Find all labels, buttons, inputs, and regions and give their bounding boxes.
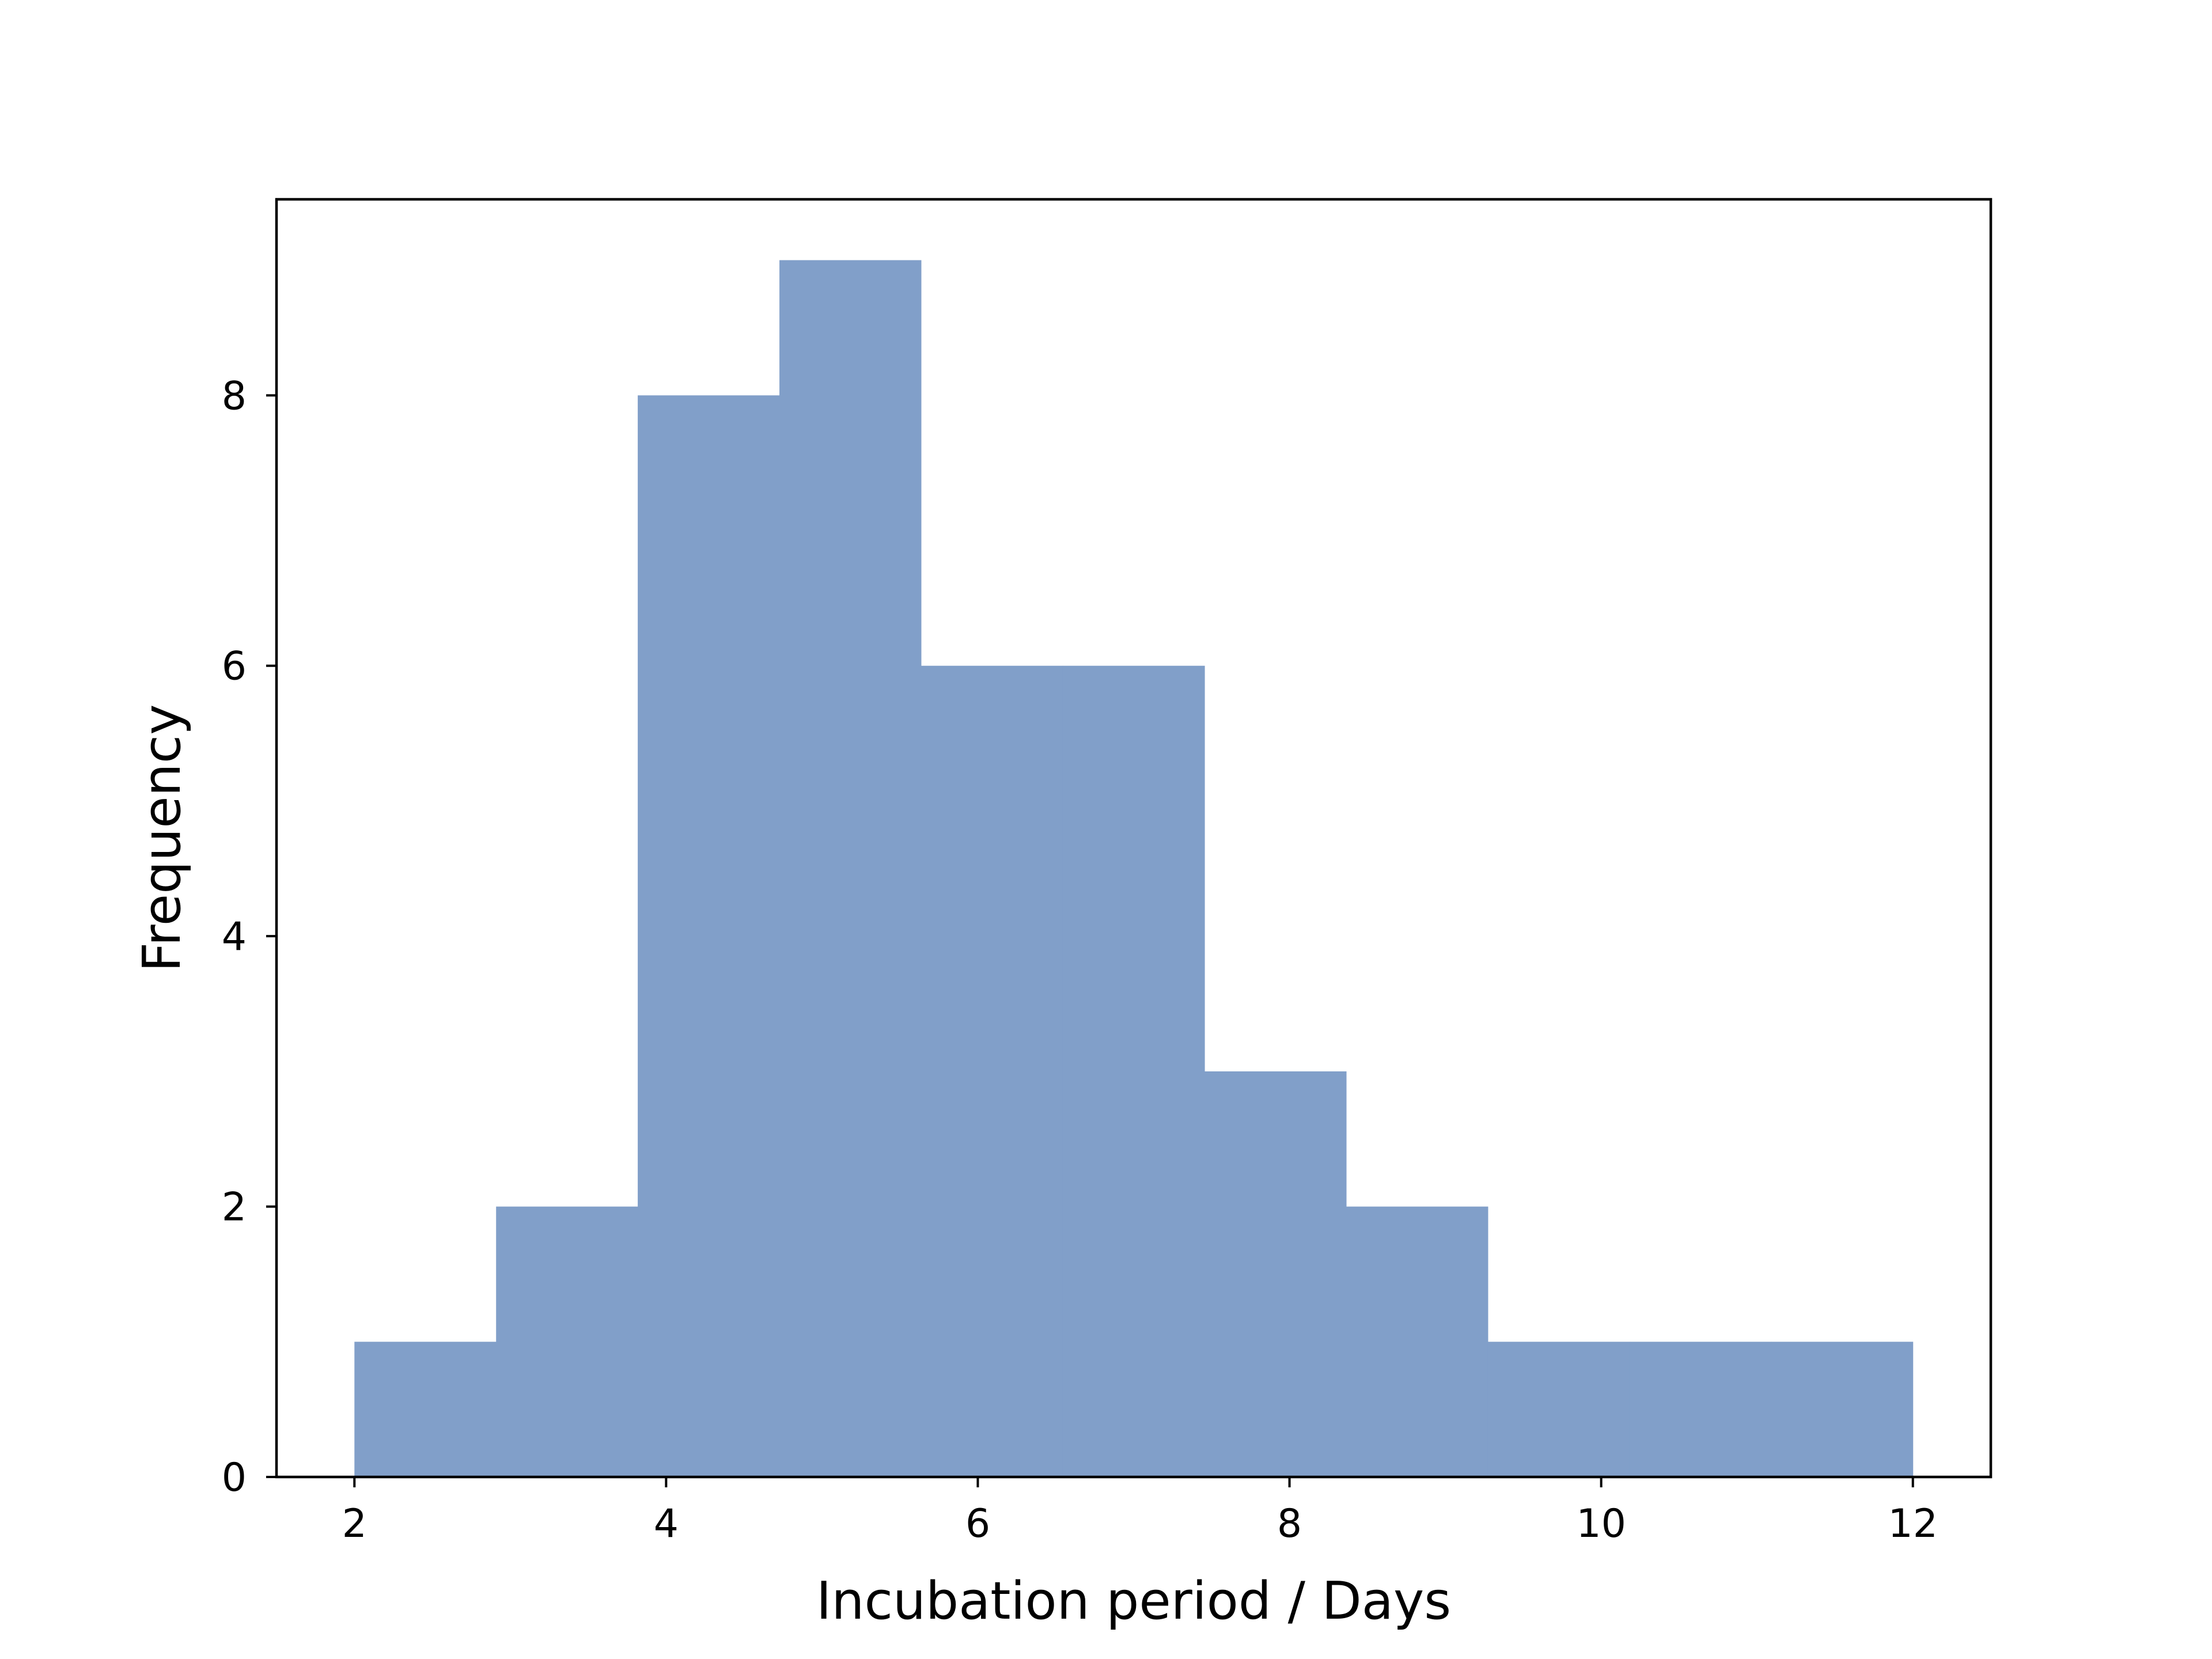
histogram-bar-2 [496, 1206, 638, 1477]
y-tick-label: 0 [222, 1455, 247, 1501]
x-axis-ticks: 2 4 6 8 10 12 [342, 1477, 1938, 1547]
x-tick-label: 8 [1277, 1501, 1302, 1547]
y-tick-label: 8 [222, 373, 247, 419]
x-axis-label: Incubation period / Days [816, 1571, 1451, 1631]
x-tick-label: 12 [1888, 1501, 1938, 1547]
histogram-bar-8 [1346, 1206, 1488, 1477]
histogram-bar-11 [1771, 1342, 1914, 1477]
y-tick-label: 4 [222, 914, 247, 960]
histogram-bar-9 [1487, 1342, 1630, 1477]
histogram-bar-1 [354, 1342, 497, 1477]
histogram-bar-6 [1062, 665, 1205, 1477]
x-tick-label: 10 [1576, 1501, 1626, 1547]
histogram-bar-5 [921, 665, 1063, 1477]
histogram-bar-7 [1205, 1071, 1347, 1477]
y-tick-label: 6 [222, 644, 247, 690]
x-tick-label: 6 [965, 1501, 990, 1547]
histogram-bars [354, 260, 1914, 1477]
histogram-bar-4 [779, 260, 922, 1477]
y-tick-label: 2 [222, 1185, 247, 1230]
x-tick-label: 2 [342, 1501, 367, 1547]
x-tick-label: 4 [654, 1501, 679, 1547]
y-axis-label: Frequency [132, 704, 192, 972]
histogram-bar-10 [1629, 1342, 1772, 1477]
y-axis-ticks: 0 2 4 6 8 [222, 373, 276, 1501]
histogram-bar-3 [638, 395, 780, 1477]
plot-frame [275, 198, 1993, 1479]
